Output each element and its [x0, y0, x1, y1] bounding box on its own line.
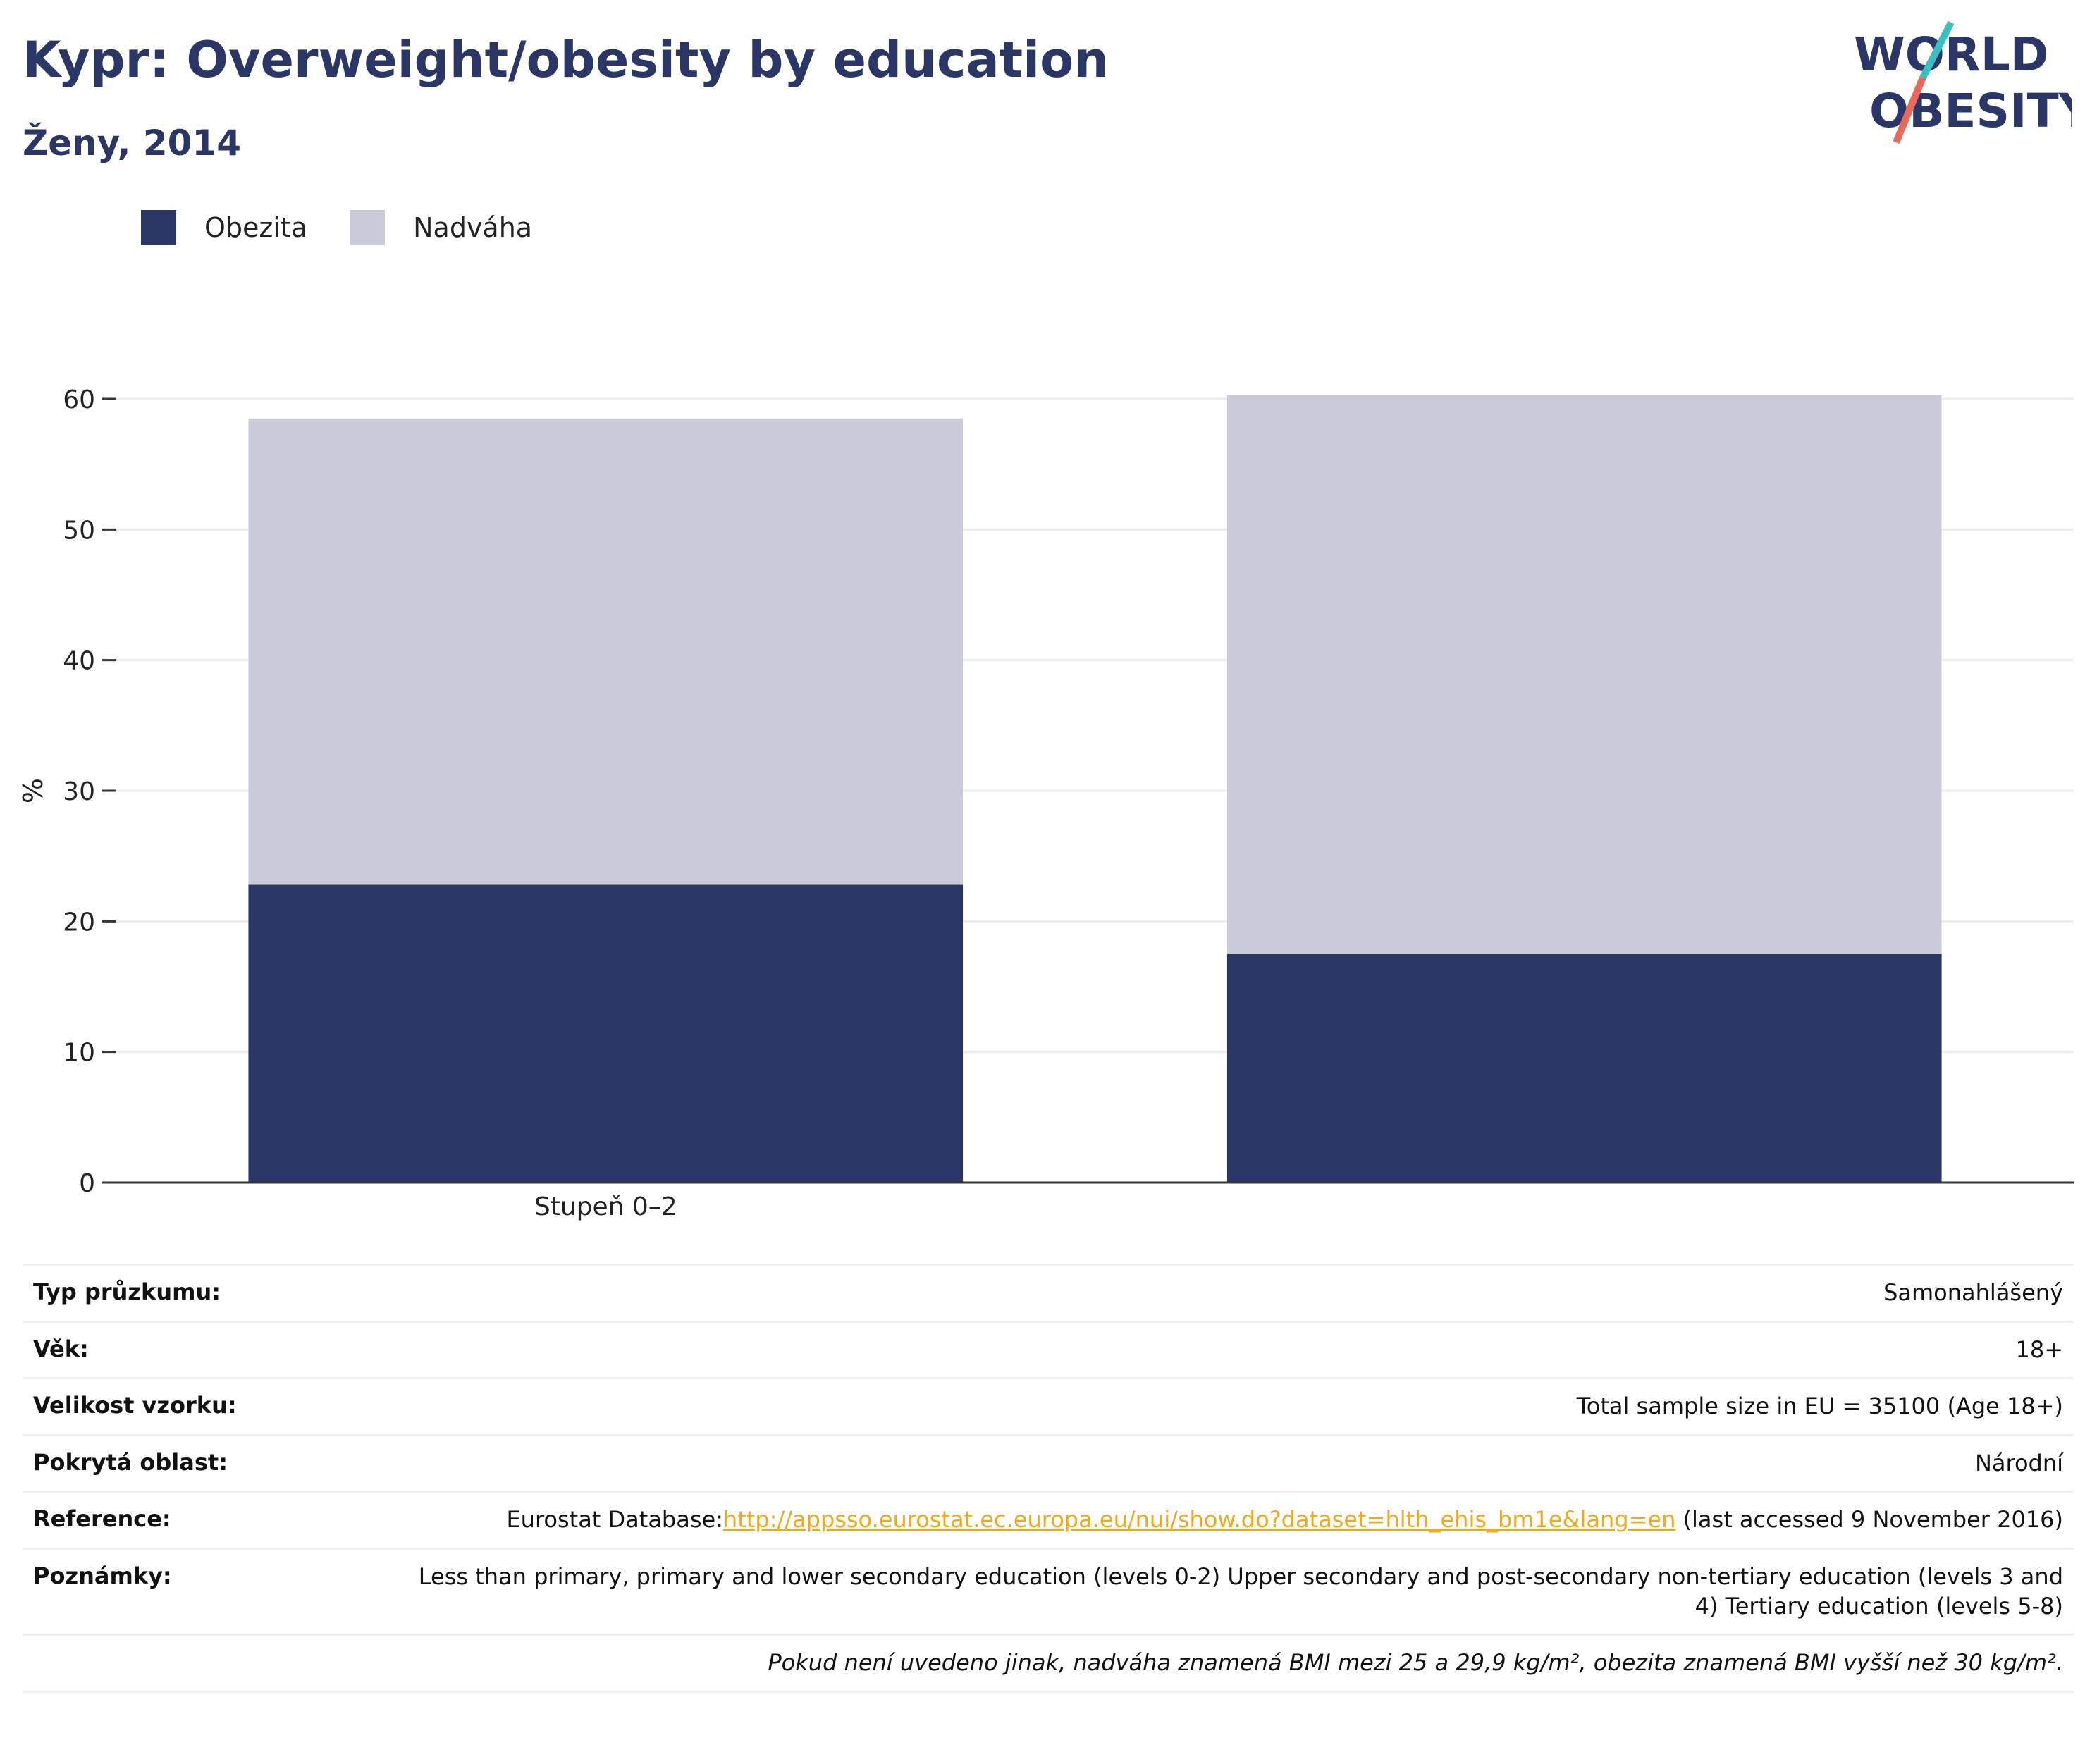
info-row-sample: Velikost vzorku: Total sample size in EU…: [23, 1377, 2074, 1436]
survey-type-value: Samonahlášený: [396, 1264, 2074, 1322]
info-row-reference: Reference: Eurostat Database:http://apps…: [23, 1491, 2074, 1549]
y-tick-label: 40: [63, 647, 95, 676]
age-label: Věk:: [23, 1320, 396, 1378]
y-tick-label: 10: [63, 1039, 95, 1068]
logo-line1: WORLD: [1854, 27, 2049, 82]
reference-prefix: Eurostat Database:: [506, 1506, 723, 1534]
bars: [248, 395, 1942, 1183]
info-row-area: Pokrytá oblast: Národní: [23, 1433, 2074, 1492]
legend-swatch-nadvaha: [350, 210, 386, 245]
bar-nadvaha-1: [1226, 395, 1942, 954]
legend-item-nadvaha: Nadváha: [350, 210, 532, 245]
bar-obezita-0: [248, 884, 964, 1183]
reference-value: Eurostat Database:http://appsso.eurostat…: [396, 1491, 2074, 1549]
chart-legend: Obezita Nadváha: [141, 210, 574, 245]
reference-suffix: (last accessed 9 November 2016): [1675, 1506, 2063, 1534]
survey-type-label: Typ průzkumu:: [23, 1264, 396, 1322]
logo-slash-teal: [1919, 21, 1955, 80]
area-label: Pokrytá oblast:: [23, 1433, 396, 1492]
y-tick-labels: 0 10 20 30 40 50 60: [63, 386, 116, 1198]
y-axis-label: %: [18, 778, 49, 803]
info-row-age: Věk: 18+: [23, 1320, 2074, 1378]
legend-item-obezita: Obezita: [141, 210, 307, 245]
area-value: Národní: [396, 1433, 2074, 1492]
bar-obezita-1: [1226, 954, 1942, 1183]
sample-label: Velikost vzorku:: [23, 1377, 396, 1436]
world-obesity-logo: WORLD OBESITY: [1854, 21, 2072, 144]
legend-label-nadvaha: Nadváha: [413, 212, 533, 243]
info-row-notes: Poznámky: Less than primary, primary and…: [23, 1547, 2074, 1635]
y-tick-label: 60: [63, 386, 95, 414]
stacked-bar-chart: 0 10 20 30 40 50 60 Stupeň 0–2 %: [18, 386, 2074, 1221]
info-table: Typ průzkumu: Samonahlášený Věk: 18+ Vel…: [23, 1264, 2074, 1693]
legend-swatch-obezita: [141, 210, 176, 245]
chart-title: Kypr: Overweight/obesity by education: [23, 31, 1109, 89]
footnote: Pokud není uvedeno jinak, nadváha znamen…: [23, 1634, 2074, 1693]
y-tick-label: 0: [79, 1169, 95, 1198]
reference-label: Reference:: [23, 1491, 396, 1549]
y-tick-label: 20: [63, 908, 95, 937]
sample-value: Total sample size in EU = 35100 (Age 18+…: [396, 1377, 2074, 1436]
reference-link[interactable]: http://appsso.eurostat.ec.europa.eu/nui/…: [722, 1506, 1676, 1534]
logo-slash-red: [1893, 76, 1926, 144]
age-value: 18+: [396, 1320, 2074, 1378]
y-tick-label: 30: [63, 777, 95, 806]
x-tick-label: Stupeň 0–2: [534, 1192, 677, 1221]
notes-value: Less than primary, primary and lower sec…: [396, 1547, 2074, 1635]
y-tick-label: 50: [63, 516, 95, 545]
info-row-footnote: Pokud není uvedeno jinak, nadváha znamen…: [23, 1634, 2074, 1693]
chart-subtitle: Ženy, 2014: [23, 123, 242, 164]
bar-nadvaha-0: [248, 418, 964, 885]
x-tick-labels: Stupeň 0–2: [534, 1192, 677, 1221]
legend-label-obezita: Obezita: [204, 212, 308, 243]
info-row-survey-type: Typ průzkumu: Samonahlášený: [23, 1264, 2074, 1322]
notes-label: Poznámky:: [23, 1547, 396, 1635]
